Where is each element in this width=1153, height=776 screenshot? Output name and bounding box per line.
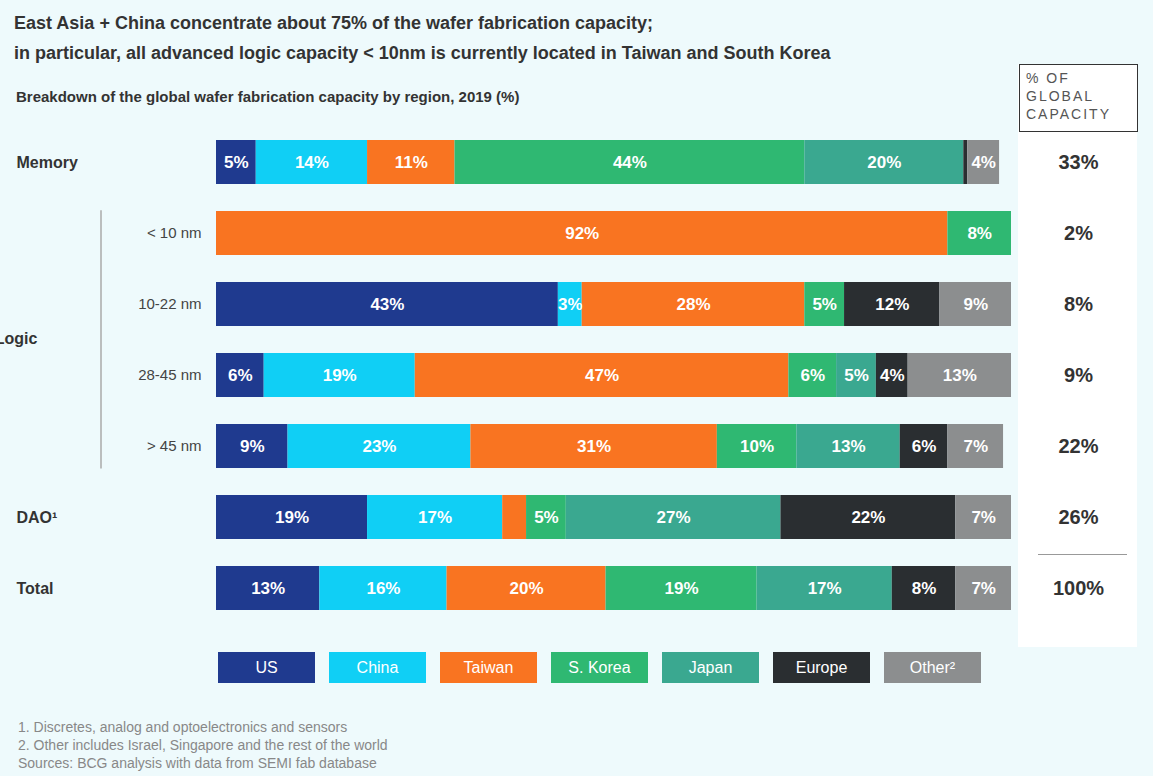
svg-text:14%: 14% (295, 153, 329, 172)
svg-text:8%: 8% (912, 579, 937, 598)
svg-text:19%: 19% (275, 508, 309, 527)
svg-text:Total: Total (17, 580, 54, 597)
svg-text:7%: 7% (963, 437, 988, 456)
html-text:China: China (356, 659, 399, 676)
html-text:S. Korea: S. Korea (568, 659, 631, 676)
svg-text:DAO¹: DAO¹ (17, 509, 58, 526)
svg-text:5%: 5% (224, 153, 249, 172)
html-text:2. Other includes Israel, Sing: 2. Other includes Israel, Singapore and … (18, 737, 388, 753)
svg-text:< 10 nm: < 10 nm (147, 224, 202, 241)
html-text:Other²: Other² (909, 659, 956, 676)
svg-text:> 45 nm: > 45 nm (147, 437, 202, 454)
svg-text:3%: 3% (558, 295, 583, 314)
svg-text:9%9: 9%9 (1064, 364, 1093, 386)
svg-text:17%: 17% (418, 508, 452, 527)
svg-text:13%: 13% (832, 437, 866, 456)
svg-text:43%: 43% (370, 295, 404, 314)
svg-text:28-45 nm: 28-45 nm (138, 366, 201, 383)
svg-text:13%: 13% (251, 579, 285, 598)
svg-text:13%: 13% (943, 366, 977, 385)
svg-text:22%: 22% (851, 508, 885, 527)
svg-text:28%: 28% (676, 295, 710, 314)
svg-text:5%: 5% (844, 366, 869, 385)
html-text:East Asia + China concentrate: East Asia + China concentrate about 75% … (14, 13, 831, 63)
svg-text:10-22 nm: 10-22 nm (138, 295, 201, 312)
svg-text:20%: 20% (867, 153, 901, 172)
svg-text:Memory: Memory (17, 154, 78, 171)
svg-text:5%: 5% (534, 508, 559, 527)
svg-text:4%: 4% (880, 366, 905, 385)
html-text:Sources: BCG analysis with dat: Sources: BCG analysis with data from SEM… (18, 755, 377, 771)
svg-text:26%26: 26%26 (1058, 506, 1098, 528)
svg-text:11%: 11% (395, 153, 428, 172)
svg-text:4%: 4% (971, 153, 996, 172)
svg-text:Logic: Logic (0, 330, 37, 347)
svg-text:33%33: 33%33 (1058, 151, 1098, 173)
html-text:US: US (255, 659, 278, 676)
svg-text:12%: 12% (875, 295, 909, 314)
svg-text:27%: 27% (657, 508, 691, 527)
svg-text:7%: 7% (971, 579, 996, 598)
svg-text:6%: 6% (800, 366, 825, 385)
svg-text:9%: 9% (963, 295, 988, 314)
svg-text:6%: 6% (912, 437, 937, 456)
html-text:Japan: Japan (688, 659, 733, 676)
svg-text:5%: 5% (812, 295, 837, 314)
svg-text:92%: 92% (565, 224, 599, 243)
svg-text:44%: 44% (613, 153, 647, 172)
html-text:Europe: Europe (795, 659, 848, 676)
svg-text:9%: 9% (240, 437, 265, 456)
svg-text:2%2: 2%2 (1064, 222, 1093, 244)
html-text:Breakdown of the global wafer: Breakdown of the global wafer fabricatio… (16, 88, 520, 105)
svg-text:8%8: 8%8 (1064, 293, 1093, 315)
svg-text:20%: 20% (510, 579, 544, 598)
svg-text:16%: 16% (366, 579, 400, 598)
html-text:% OF GLOBAL CAPACITY: % OF GLOBAL CAPACITY (1026, 70, 1111, 122)
svg-text:10%: 10% (740, 437, 774, 456)
svg-text:47%: 47% (585, 366, 619, 385)
svg-text:22%22: 22%22 (1058, 435, 1098, 457)
svg-text:8%: 8% (967, 224, 992, 243)
svg-text:19%: 19% (323, 366, 357, 385)
html-text:1. Discretes, analog and optoe: 1. Discretes, analog and optoelectronics… (18, 719, 348, 735)
svg-text:100%100: 100%100 (1053, 577, 1104, 599)
svg-text:17%: 17% (808, 579, 842, 598)
svg-text:23%: 23% (362, 437, 396, 456)
svg-text:31%: 31% (577, 437, 611, 456)
html-text:Taiwan: Taiwan (463, 659, 514, 676)
svg-text:6%: 6% (228, 366, 253, 385)
svg-text:19%: 19% (665, 579, 699, 598)
svg-text:7%: 7% (971, 508, 996, 527)
